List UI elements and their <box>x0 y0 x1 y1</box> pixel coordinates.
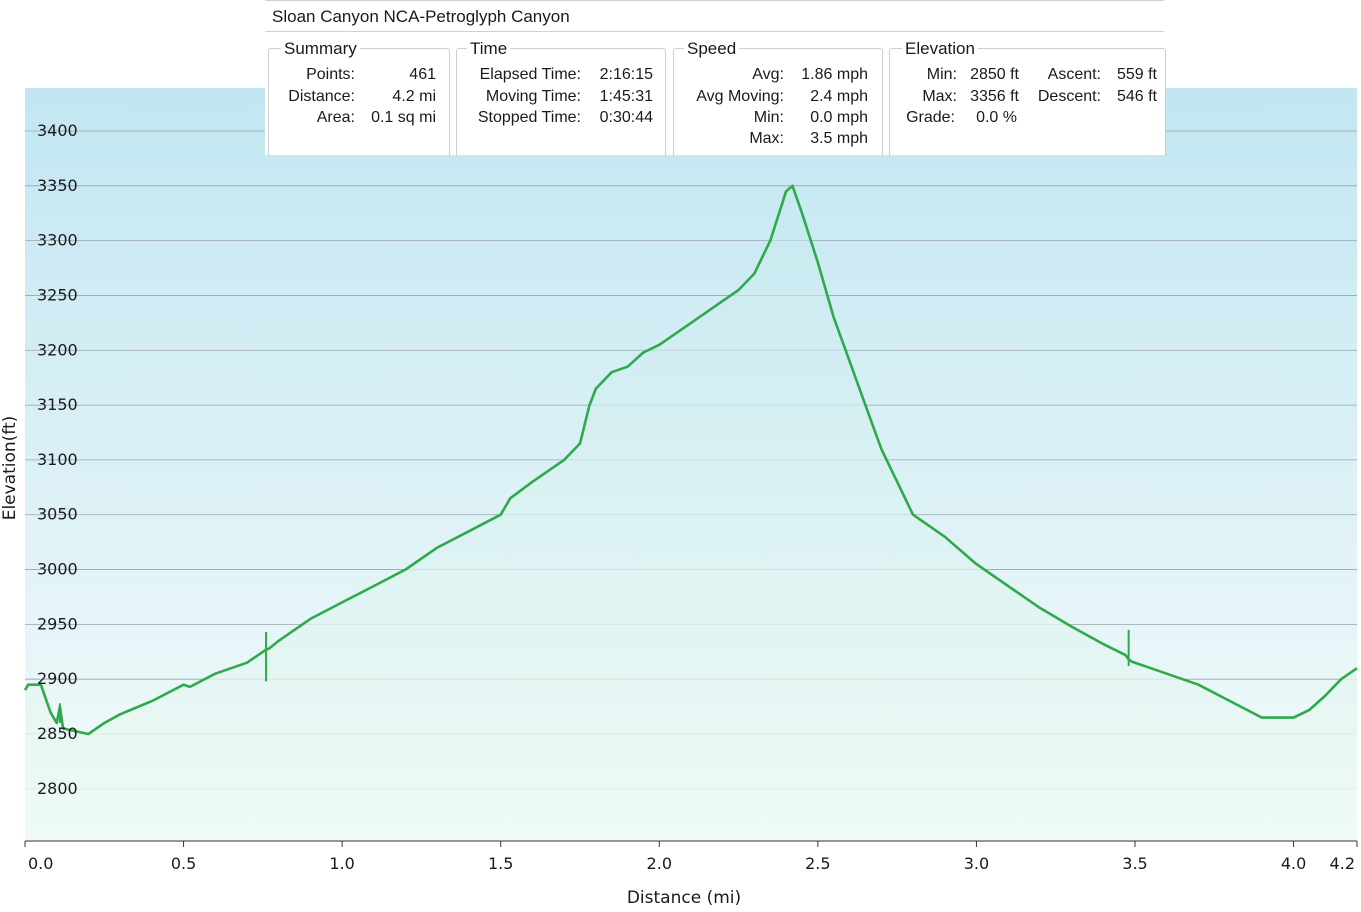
distance-label: Distance: <box>288 88 355 105</box>
avg-moving-speed-value: 2.4 mph <box>810 88 868 105</box>
avg-moving-speed-label: Avg Moving: <box>696 88 784 105</box>
x-tick-label: 2.0 <box>647 854 672 873</box>
summary-heading: Summary <box>281 39 360 59</box>
y-axis-label: Elevation(ft) <box>0 416 20 521</box>
track-summary-panel: Sloan Canyon NCA-Petroglyph Canyon Summa… <box>265 0 1166 156</box>
descent-label: Descent: <box>1037 88 1101 105</box>
elapsed-time-value: 2:16:15 <box>599 66 653 83</box>
y-tick-label: 2800 <box>37 779 78 798</box>
points-value: 461 <box>409 66 436 83</box>
grade-value: 0.0 % <box>976 109 1017 126</box>
elapsed-time-label: Elapsed Time: <box>479 66 581 83</box>
speed-heading: Speed <box>684 39 740 59</box>
elevation-max-value: 3356 ft <box>970 88 1019 105</box>
y-tick-label: 3300 <box>37 231 78 250</box>
track-title-bar: Sloan Canyon NCA-Petroglyph Canyon <box>265 0 1164 32</box>
descent-value: 546 ft <box>1116 88 1157 105</box>
stopped-time-value: 0:30:44 <box>599 109 653 126</box>
area-label: Area: <box>316 109 355 126</box>
avg-speed-label: Avg: <box>752 66 784 83</box>
distance-value: 4.2 mi <box>392 88 436 105</box>
x-tick-label: 4.2 <box>1330 854 1355 873</box>
x-tick-label: 3.0 <box>964 854 989 873</box>
elevation-group: Elevation Min: 2850 ft Ascent: 559 ft Ma… <box>889 39 1166 156</box>
min-speed-label: Min: <box>753 109 784 126</box>
avg-speed-value: 1.86 mph <box>801 66 868 83</box>
y-tick-label: 3100 <box>37 450 78 469</box>
x-tick-label: 3.5 <box>1122 854 1147 873</box>
stopped-time-label: Stopped Time: <box>477 109 581 126</box>
ascent-value: 559 ft <box>1116 66 1157 83</box>
y-tick-label: 2950 <box>37 614 78 633</box>
x-tick-label: 2.5 <box>805 854 830 873</box>
y-tick-label: 3350 <box>37 176 78 195</box>
y-tick-label: 3250 <box>37 285 78 304</box>
max-speed-value: 3.5 mph <box>810 130 868 147</box>
y-tick-label: 2850 <box>37 724 78 743</box>
min-speed-value: 0.0 mph <box>810 109 868 126</box>
grade-label: Grade: <box>906 109 955 126</box>
y-tick-label: 3400 <box>37 121 78 140</box>
x-tick-label: 1.0 <box>329 854 354 873</box>
elevation-min-label: Min: <box>926 66 957 83</box>
x-tick-label: 4.0 <box>1281 854 1306 873</box>
x-tick-label: 1.5 <box>488 854 513 873</box>
elevation-line <box>23 184 1358 736</box>
time-heading: Time <box>467 39 511 59</box>
max-speed-label: Max: <box>749 130 784 147</box>
points-label: Points: <box>306 66 355 83</box>
x-tick-label: 0.0 <box>28 854 53 873</box>
y-tick-label: 3150 <box>37 395 78 414</box>
ascent-label: Ascent: <box>1047 66 1101 83</box>
track-title: Sloan Canyon NCA-Petroglyph Canyon <box>272 7 570 26</box>
x-axis-label: Distance (mi) <box>627 888 741 908</box>
y-tick-label: 3200 <box>37 340 78 359</box>
x-tick-labels: 0.0 0.5 1.0 1.5 2.0 2.5 3.0 3.5 4.0 4.2 <box>24 841 1358 873</box>
summary-group: Summary Points: 461 Distance: 4.2 mi Are… <box>268 39 450 156</box>
moving-time-label: Moving Time: <box>485 88 581 105</box>
elevation-area-fill <box>25 185 1357 842</box>
elevation-max-label: Max: <box>922 88 957 105</box>
moving-time-value: 1:45:31 <box>599 88 653 105</box>
time-group: Time Elapsed Time: 2:16:15 Moving Time: … <box>456 39 666 156</box>
x-tick-label: 0.5 <box>171 854 196 873</box>
elevation-min-value: 2850 ft <box>970 66 1019 83</box>
area-value: 0.1 sq mi <box>371 109 436 126</box>
y-tick-label: 2900 <box>37 669 78 688</box>
y-tick-labels: 3400 3350 3300 3250 3200 3150 3100 3050 3000 2950… <box>37 121 78 798</box>
y-tick-label: 3000 <box>37 560 78 579</box>
elevation-area <box>23 184 1358 842</box>
speed-group: Speed Avg: 1.86 mph Avg Moving: 2.4 mph … <box>673 39 883 156</box>
y-tick-label: 3050 <box>37 505 78 524</box>
elevation-heading: Elevation <box>902 39 978 59</box>
